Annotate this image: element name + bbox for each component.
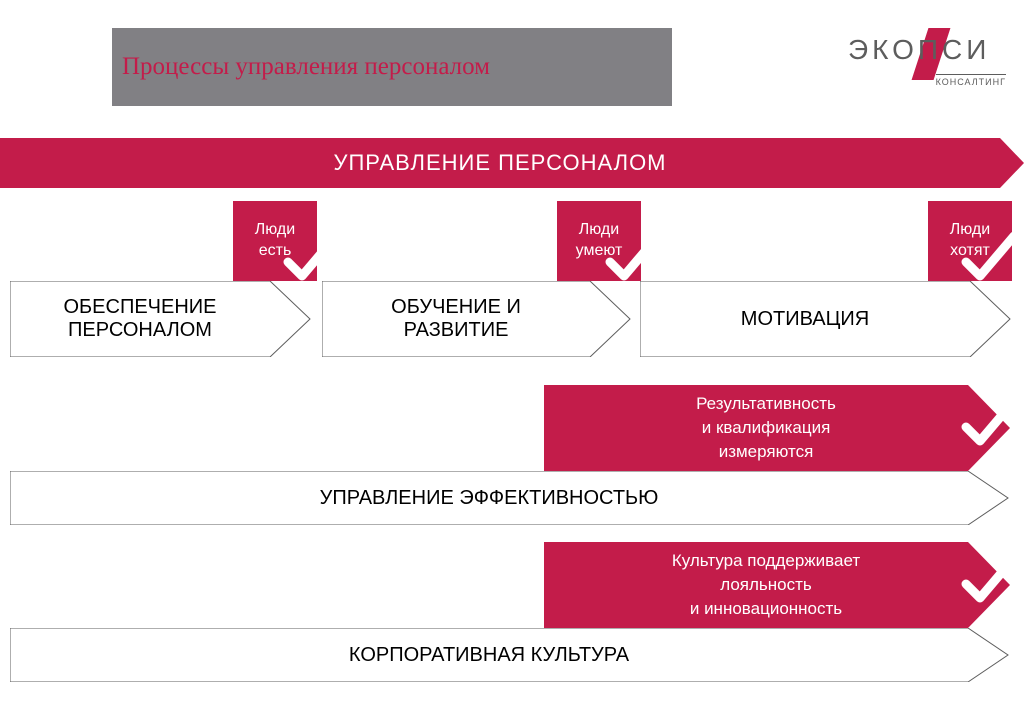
anno-line: измеряются bbox=[719, 440, 814, 464]
tag-text: умеют bbox=[557, 241, 641, 262]
header-title: Процессы управления персоналом bbox=[122, 53, 490, 81]
anno-text-culture: Культура поддерживает лояльность и иннов… bbox=[544, 542, 968, 628]
anno-line: и инновационность bbox=[690, 597, 842, 621]
anno-line: Результативность bbox=[696, 392, 836, 416]
anno-text-performance: Результативность и квалификация измеряют… bbox=[544, 385, 968, 471]
box-text-training: ОБУЧЕНИЕ И РАЗВИТИЕ bbox=[322, 281, 590, 357]
tag-people-exist: Люди есть bbox=[233, 201, 317, 281]
box-text-staffing: ОБЕСПЕЧЕНИЕ ПЕРСОНАЛОМ bbox=[10, 281, 270, 357]
banner-arrow: УПРАВЛЕНИЕ ПЕРСОНАЛОМ bbox=[0, 138, 1024, 188]
box-line: МОТИВАЦИЯ bbox=[741, 308, 869, 331]
logo-sub-text: КОНСАЛТИНГ bbox=[936, 74, 1006, 87]
tag-text: Люди bbox=[928, 220, 1012, 241]
logo-main-text: ЭКОПСИ bbox=[848, 34, 1006, 66]
tag-people-can: Люди умеют bbox=[557, 201, 641, 281]
tag-text: Люди bbox=[557, 220, 641, 241]
box-line: УПРАВЛЕНИЕ ЭФФЕКТИВНОСТЬЮ bbox=[320, 487, 659, 510]
banner-text: УПРАВЛЕНИЕ ПЕРСОНАЛОМ bbox=[333, 150, 666, 176]
anno-line: Культура поддерживает bbox=[672, 549, 860, 573]
box-text-performance-mgmt: УПРАВЛЕНИЕ ЭФФЕКТИВНОСТЬЮ bbox=[10, 471, 968, 525]
anno-line: лояльность bbox=[720, 573, 812, 597]
tag-text: хотят bbox=[928, 241, 1012, 262]
tag-text: Люди bbox=[233, 220, 317, 241]
box-line: ПЕРСОНАЛОМ bbox=[68, 319, 212, 342]
box-text-motivation: МОТИВАЦИЯ bbox=[640, 281, 970, 357]
anno-line: и квалификация bbox=[702, 416, 831, 440]
box-line: ОБУЧЕНИЕ И bbox=[391, 296, 521, 319]
box-line: КОРПОРАТИВНАЯ КУЛЬТУРА bbox=[349, 644, 629, 667]
logo: ЭКОПСИ КОНСАЛТИНГ bbox=[848, 34, 1006, 94]
box-line: ОБЕСПЕЧЕНИЕ bbox=[63, 296, 216, 319]
tag-text: есть bbox=[233, 241, 317, 262]
tag-people-want: Люди хотят bbox=[928, 201, 1012, 281]
header-bar: Процессы управления персоналом bbox=[112, 28, 672, 106]
box-text-corp-culture: КОРПОРАТИВНАЯ КУЛЬТУРА bbox=[10, 628, 968, 682]
box-line: РАЗВИТИЕ bbox=[404, 319, 509, 342]
